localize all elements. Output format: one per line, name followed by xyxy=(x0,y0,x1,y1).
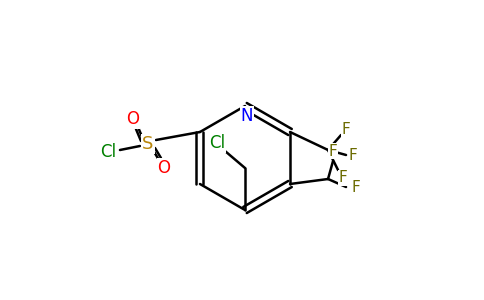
Text: F: F xyxy=(339,170,348,185)
Text: F: F xyxy=(329,143,337,158)
Text: Cl: Cl xyxy=(209,134,225,152)
Text: F: F xyxy=(352,179,361,194)
Text: O: O xyxy=(157,159,170,177)
Text: S: S xyxy=(142,135,153,153)
Text: F: F xyxy=(348,148,357,163)
Text: Cl: Cl xyxy=(100,143,116,161)
Text: F: F xyxy=(342,122,350,137)
Text: N: N xyxy=(241,107,253,125)
Text: O: O xyxy=(126,110,139,128)
